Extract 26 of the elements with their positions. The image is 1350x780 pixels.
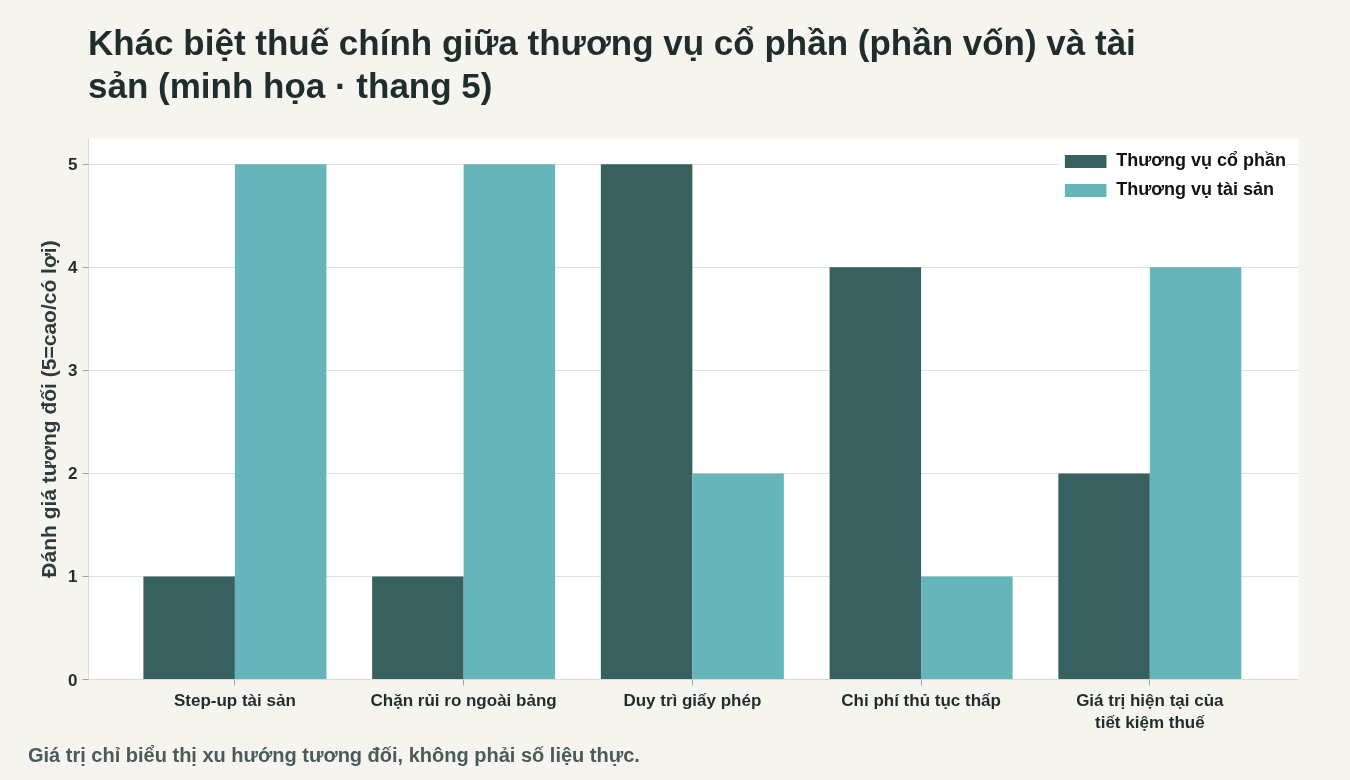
bar — [234, 164, 327, 680]
x-tick-label: Giá trị hiện tại của tiết kiệm thuế — [1076, 690, 1225, 733]
y-axis-title: Đánh giá tương đối (5=cao/có lợi) — [37, 240, 61, 578]
x-tick-label: Duy trì giấy phép — [623, 690, 762, 710]
x-tick-label: Chặn rủi ro ngoài bảng — [370, 690, 557, 710]
y-tick-label: 3 — [68, 361, 78, 381]
y-tick-label: 4 — [68, 258, 79, 278]
text: Giá trị chỉ biểu thị xu hướng tương đối, không phải số liệu thực. — [28, 743, 640, 768]
bar — [600, 164, 693, 680]
x-tick-label: Chi phí thủ tục thấp — [841, 690, 1001, 710]
chart-title: Khác biệt thuế chính giữa thương vụ cổ phần (phần vốn) và tài sản (minh họa · thang 5) — [88, 22, 1137, 107]
legend-label: Thương vụ tài sản — [1116, 179, 1275, 200]
x-tick-label: Step-up tài sản — [173, 690, 296, 710]
bar — [829, 267, 922, 680]
bar — [692, 473, 784, 680]
legend-label: Thương vụ cổ phần — [1116, 150, 1286, 171]
y-tick-label: 5 — [68, 155, 78, 175]
bar — [143, 576, 235, 680]
bar — [372, 576, 464, 680]
bar — [463, 164, 556, 680]
bar — [1149, 267, 1242, 680]
y-tick-label: 0 — [68, 670, 78, 690]
bar — [1058, 473, 1150, 680]
y-tick-label: 2 — [68, 464, 78, 484]
y-tick-label: 1 — [68, 567, 78, 587]
bar — [921, 576, 1013, 680]
